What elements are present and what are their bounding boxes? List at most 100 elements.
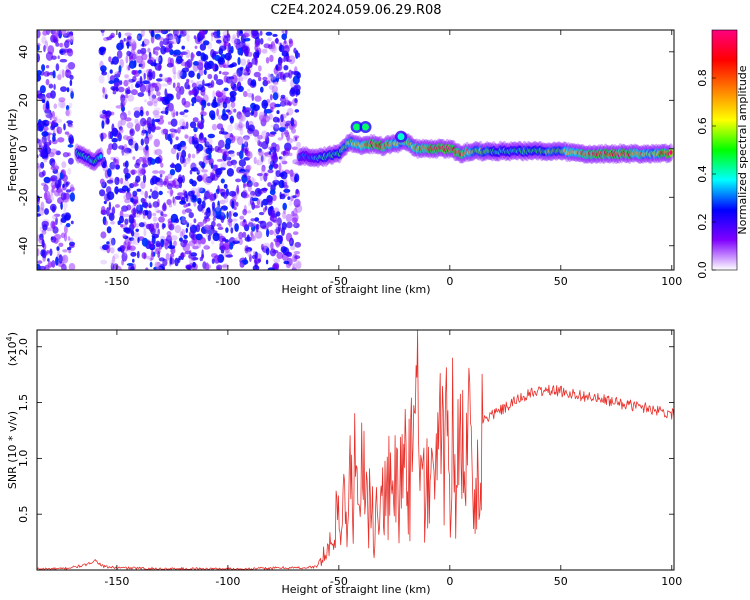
noise-speckle [235,178,242,183]
noise-speckle [248,222,254,227]
noise-speckle [37,30,41,39]
noise-speckle [256,51,260,59]
noise-speckle [153,266,159,270]
noise-speckle [273,123,280,132]
noise-speckle [43,45,46,53]
noise-speckle [156,36,165,41]
noise-speckle [53,83,56,90]
noise-speckle [268,146,274,151]
noise-speckle [261,99,269,110]
noise-speckle [109,163,116,171]
noise-speckle [188,240,196,247]
noise-speckle [60,192,67,201]
noise-speckle [205,138,213,146]
noise-speckle [293,251,301,255]
noise-speckle [144,190,148,199]
noise-speckle [60,50,64,54]
noise-speckle [236,151,241,156]
noise-speckle [237,123,245,128]
noise-speckle [40,201,45,211]
noise-speckle [297,52,301,58]
noise-speckle [106,179,114,184]
noise-speckle [189,223,193,227]
noise-speckle [153,114,161,118]
noise-speckle [162,107,166,114]
noise-speckle [142,40,145,47]
noise-speckle [149,261,153,268]
noise-speckle [60,100,66,109]
noise-speckle [191,153,196,159]
noise-speckle [261,166,266,175]
noise-speckle [146,116,152,127]
noise-speckle [254,229,257,239]
noise-speckle [125,41,132,47]
noise-speckle [137,167,144,177]
noise-speckle [110,161,116,165]
noise-speckle [291,128,296,134]
noise-speckle [135,175,141,183]
noise-speckle [265,31,273,36]
noise-speckle [205,262,210,270]
spectrogram-x-axis-label: Height of straight line (km) [281,283,430,296]
noise-speckle [61,174,68,182]
noise-speckle [160,45,167,55]
noise-speckle [267,157,273,165]
snr-x-tick-label: 0 [446,575,453,588]
noise-speckle [177,174,183,184]
noise-speckle [142,156,146,164]
noise-speckle [163,240,169,249]
noise-speckle [247,88,251,93]
noise-speckle [110,86,117,91]
noise-speckle [171,219,175,223]
noise-speckle [63,207,67,216]
noise-speckle [183,220,189,225]
noise-speckle [156,210,164,214]
noise-speckle [131,229,135,237]
noise-speckle [140,181,146,190]
noise-speckle [278,57,284,64]
noise-speckle [187,84,191,90]
noise-speckle [152,201,160,208]
noise-speckle [152,110,160,116]
noise-speckle [123,79,129,87]
noise-speckle [131,181,138,188]
noise-speckle [40,148,46,156]
noise-speckle [44,208,49,215]
noise-speckle [262,187,268,193]
noise-speckle [172,82,176,89]
noise-speckle [258,65,262,72]
noise-speckle [229,76,235,80]
noise-speckle [260,154,264,163]
noise-speckle [62,152,69,158]
noise-speckle [119,215,124,224]
noise-speckle [69,244,75,249]
noise-speckle [37,70,42,76]
noise-speckle [49,195,55,202]
noise-speckle [272,179,280,186]
noise-speckle [48,152,55,158]
noise-speckle [203,40,210,46]
noise-speckle [239,66,244,71]
noise-speckle [148,223,155,233]
noise-speckle [168,35,175,40]
noise-speckle [154,186,158,192]
noise-speckle [51,188,55,193]
noise-speckle [252,129,260,137]
noise-speckle [171,162,175,167]
noise-speckle [128,214,136,219]
noise-speckle [67,133,73,138]
noise-speckle [68,102,73,109]
noise-speckle [183,160,187,168]
noise-speckle [158,55,163,65]
noise-speckle [59,30,66,35]
noise-speckle [198,67,204,76]
noise-speckle [277,223,281,232]
noise-speckle [161,222,165,230]
noise-speckle [120,177,124,185]
noise-speckle [100,205,106,215]
noise-speckle [70,90,74,100]
noise-speckle [152,216,158,222]
noise-speckle [65,105,70,111]
noise-speckle [292,262,297,270]
noise-speckle [236,111,242,120]
